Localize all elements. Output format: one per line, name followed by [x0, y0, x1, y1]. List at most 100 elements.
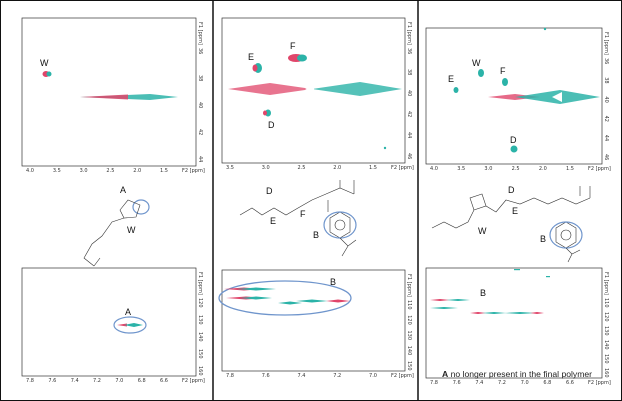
boronic-acid-bonds — [339, 237, 357, 257]
structure-label-d: D — [508, 185, 515, 195]
f2-tick-label: 4.0 — [430, 166, 438, 172]
f2-tick-label: 7.8 — [226, 373, 234, 379]
f2-tick-label: 2.5 — [298, 165, 306, 171]
peak-b1-cyan — [446, 299, 470, 301]
right-bottom-peaks: B — [430, 269, 550, 314]
band-center-gap — [552, 92, 562, 102]
peak-b3-red — [470, 312, 486, 314]
phenyl-ring — [329, 211, 351, 239]
f2-axis-label: F2 [ppm] — [588, 166, 611, 172]
f2-tick-label: 7.6 — [262, 373, 270, 379]
f2-tick-label: 1.5 — [160, 168, 168, 174]
structure-label-e: E — [270, 216, 276, 226]
f2-tick-label: 7.2 — [93, 378, 101, 384]
minor-peak-2 — [546, 276, 550, 278]
f2-tick-label: 7.0 — [115, 378, 123, 384]
f1-tick-label: 38 — [603, 77, 609, 83]
right-bottom-plot — [425, 267, 603, 379]
note-label-a: A — [442, 369, 449, 379]
f2-tick-label: 3.0 — [484, 166, 492, 172]
f1-tick-label: 130 — [406, 331, 412, 341]
conclusion-note: A no longer present in the final polymer — [442, 369, 592, 379]
f1-tick-label: 36 — [197, 48, 203, 54]
f2-tick-label: 7.6 — [48, 378, 56, 384]
plot-boxes — [21, 17, 603, 379]
side-bonds — [327, 180, 355, 212]
peak-label-b: B — [330, 277, 336, 287]
chain-end — [93, 257, 101, 267]
peak-label-w: W — [40, 58, 49, 68]
f2-tick-label: 6.6 — [160, 378, 168, 384]
f1-tick-label: 44 — [406, 132, 412, 138]
peak-label-f: F — [290, 41, 296, 51]
peak-a-cyan — [124, 323, 143, 327]
f1-tick-label: 130 — [603, 326, 609, 336]
structure-label-b: B — [313, 230, 319, 240]
highlight-circle-peak-b — [218, 280, 352, 316]
structure-label-w: W — [478, 226, 487, 236]
f1-tick-label: 150 — [603, 354, 609, 364]
structure-label-f: F — [300, 209, 306, 219]
peak-b3-cyan — [482, 312, 506, 314]
succinimide-ring — [469, 193, 487, 211]
f1-tick-label: 160 — [197, 366, 203, 376]
f1-axis-label: F1 [ppm] — [406, 274, 412, 297]
f1-tick-label: 42 — [603, 116, 609, 122]
peak-label-a: A — [125, 307, 131, 317]
maleimide-ring — [119, 199, 141, 219]
f2-tick-label: 7.0 — [521, 380, 529, 386]
f2-tick-label: 7.4 — [71, 378, 79, 384]
peak-label-d: D — [510, 135, 517, 145]
peak-f-cyan — [297, 54, 307, 62]
peak-b1-cyan — [236, 287, 276, 291]
peak-d-red — [263, 110, 267, 116]
f1-tick-label: 110 — [603, 298, 609, 308]
f2-tick-label: 1.5 — [369, 165, 377, 171]
f2-tick-label: 7.6 — [453, 380, 461, 386]
f2-tick-label: 7.0 — [369, 373, 377, 379]
f2-tick-label: 1.5 — [566, 166, 574, 172]
f1-tick-label: 44 — [603, 135, 609, 141]
f2-tick-label: 6.8 — [138, 378, 146, 384]
solvent-band-cyan — [312, 82, 402, 96]
left-bottom-peaks: A — [113, 307, 147, 334]
f1-tick-label: 46 — [406, 153, 412, 159]
axis-ticks: 4.0 3.5 3.0 2.5 2.0 1.5 F2 [ppm] 36 38 40 42 44 F1 [… — [26, 22, 611, 386]
peak-b4-cyan — [504, 312, 536, 314]
f1-tick-label: 120 — [603, 312, 609, 322]
middle-top-peaks: E F D — [228, 41, 402, 150]
backbone-chain — [239, 187, 355, 216]
f2-tick-label: 7.4 — [298, 373, 306, 379]
peak-d-cyan — [265, 109, 271, 117]
phenyl-inner — [560, 229, 572, 241]
f2-axis-label: F2 [ppm] — [182, 378, 205, 384]
solvent-band-red — [80, 94, 128, 100]
f2-tick-label: 3.5 — [457, 166, 465, 172]
minor-peak-1 — [514, 269, 520, 271]
peak-e-red — [252, 64, 258, 72]
middle-bottom-peaks: B — [218, 277, 352, 316]
f1-tick-label: 40 — [197, 102, 203, 108]
f1-axis-label: F1 [ppm] — [603, 32, 609, 55]
f1-tick-label: 36 — [603, 58, 609, 64]
peak-label-w: W — [472, 58, 481, 68]
f2-axis-label: F2 [ppm] — [391, 165, 414, 171]
f2-tick-label: 7.2 — [498, 380, 506, 386]
f2-tick-label: 3.5 — [226, 165, 234, 171]
structure-label-b: B — [540, 234, 546, 244]
structure-label-e: E — [512, 206, 518, 216]
highlight-circle-a — [132, 199, 150, 215]
peak-label-f: F — [500, 66, 506, 76]
f1-tick-label: 150 — [197, 349, 203, 359]
f1-tick-label: 130 — [197, 315, 203, 325]
highlight-circle-peak-a — [113, 316, 147, 334]
f2-tick-label: 3.0 — [262, 165, 270, 171]
peak-b3-cyan — [278, 301, 302, 305]
side-bonds — [579, 186, 591, 198]
f2-tick-label: 3.5 — [53, 168, 61, 174]
f2-tick-label: 2.0 — [333, 165, 341, 171]
peak-b1-red — [430, 299, 450, 301]
peak-label-d: D — [268, 120, 275, 130]
middle-top-plot — [221, 17, 406, 164]
solvent-band-cyan — [80, 94, 178, 100]
